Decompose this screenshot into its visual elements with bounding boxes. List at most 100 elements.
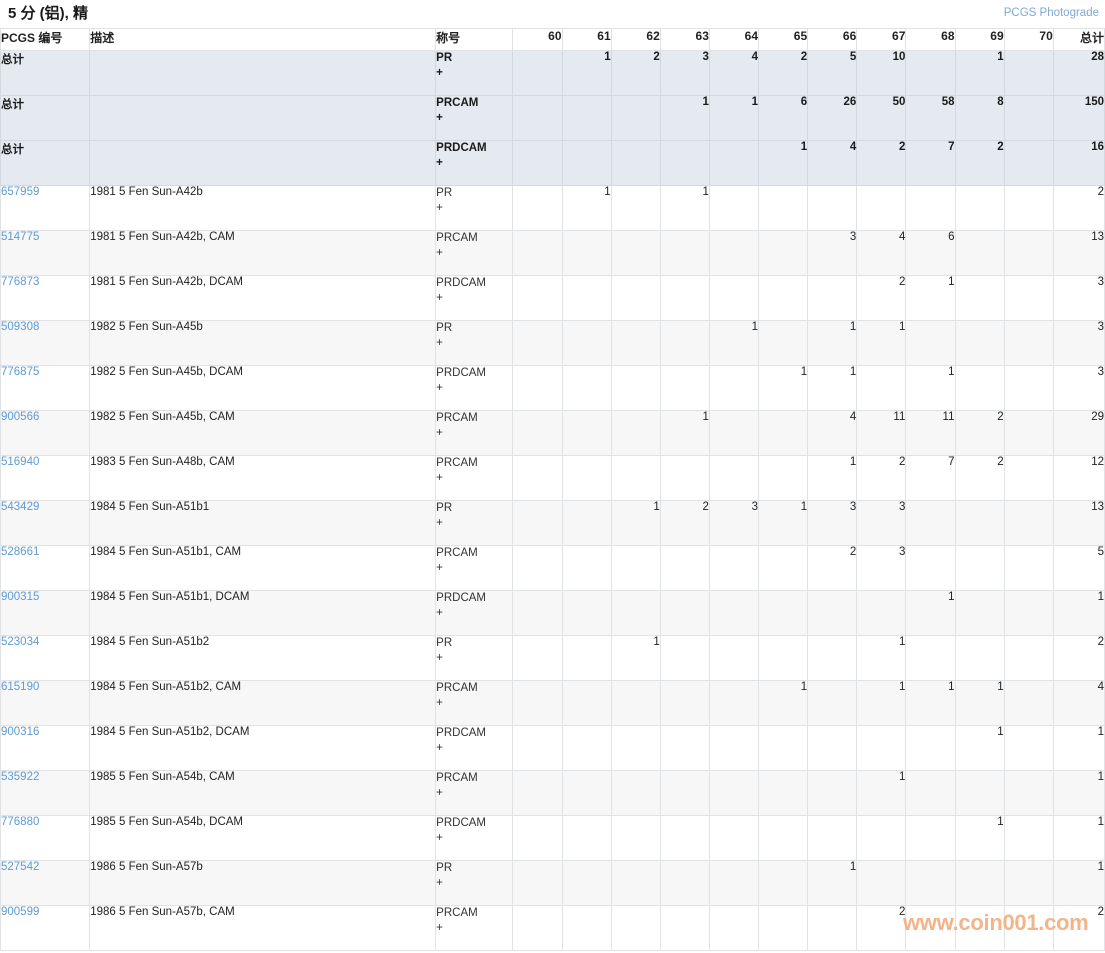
designation-plus: + [436, 652, 443, 664]
summary-grade-65-count: 6 [757, 95, 809, 141]
pcgs-number-link[interactable]: 509308 [1, 321, 40, 333]
pcgs-number-link[interactable]: 776875 [1, 366, 40, 378]
pcgs-number-link[interactable]: 514775 [1, 231, 40, 243]
row-grade-65-count [757, 635, 809, 681]
column-header-total[interactable]: 总计 [1052, 28, 1105, 51]
row-grade-69-count [954, 230, 1005, 276]
row-grade-61-count [561, 905, 612, 951]
row-grade-69-count [954, 770, 1005, 816]
column-header-description[interactable]: 描述 [89, 28, 437, 51]
row-grade-65-count [757, 320, 809, 366]
row-grade-64-count [708, 365, 760, 411]
pcgs-number-link[interactable]: 900566 [1, 411, 40, 423]
row-pcgs-number-cell: 516940 [0, 455, 91, 501]
pcgs-number-link[interactable]: 776880 [1, 816, 40, 828]
row-grade-69-count: 1 [954, 725, 1005, 771]
pcgs-number-link[interactable]: 900316 [1, 726, 40, 738]
summary-grade-60-count [512, 95, 563, 141]
pcgs-number-link[interactable]: 615190 [1, 681, 40, 693]
designation-plus: + [436, 697, 443, 709]
row-grade-65-count: 1 [757, 680, 809, 726]
row-grade-60-count [512, 770, 563, 816]
pcgs-number-link[interactable]: 528661 [1, 546, 40, 558]
summary-grade-63-count [659, 140, 710, 186]
table-row: 528661 1984 5 Fen Sun-A51b1, CAM PRCAM +2 3 5 [0, 545, 1105, 591]
table-row: 527542 1986 5 Fen Sun-A57b PR +1 1 [0, 860, 1105, 906]
pcgs-number-link[interactable]: 776873 [1, 276, 40, 288]
row-description: 1985 5 Fen Sun-A54b, CAM [89, 770, 437, 816]
row-grade-65-count: 1 [757, 365, 809, 411]
summary-grade-61-count: 1 [561, 50, 612, 96]
designation-plus: + [436, 337, 443, 349]
row-grade-70-count [1003, 590, 1054, 636]
population-report-table: PCGS 编号 描述 称号 60 61 62 63 64 65 66 67 68… [0, 28, 1105, 951]
pcgs-number-link[interactable]: 900599 [1, 906, 40, 918]
column-header-grade-70[interactable]: 70 [1003, 28, 1054, 51]
column-header-grade-64[interactable]: 64 [708, 28, 760, 51]
pcgs-number-link[interactable]: 543429 [1, 501, 40, 513]
column-header-grade-62[interactable]: 62 [610, 28, 661, 51]
designation-plus: + [436, 517, 443, 529]
table-row: 509308 1982 5 Fen Sun-A45b PR +1 1 1 3 [0, 320, 1105, 366]
row-grade-66-count: 3 [807, 500, 858, 546]
pcgs-number-link[interactable]: 657959 [1, 186, 40, 198]
designation-code: PR [436, 322, 453, 334]
pcgs-number-link[interactable]: 535922 [1, 771, 40, 783]
designation-code: PRDCAM [436, 592, 487, 604]
row-designation: PRCAM + [435, 455, 514, 501]
row-description: 1984 5 Fen Sun-A51b2, DCAM [89, 725, 437, 771]
row-grade-66-count: 1 [807, 365, 858, 411]
column-header-grade-63[interactable]: 63 [659, 28, 710, 51]
row-grade-60-count [512, 590, 563, 636]
row-designation: PRDCAM + [435, 725, 514, 771]
row-grade-66-count: 4 [807, 410, 858, 456]
row-grade-60-count [512, 635, 563, 681]
column-header-grade-69[interactable]: 69 [954, 28, 1005, 51]
row-grade-69-count [954, 500, 1005, 546]
row-grade-60-count [512, 680, 563, 726]
summary-grade-65-count: 1 [757, 140, 809, 186]
column-header-pcgs-number[interactable]: PCGS 编号 [0, 28, 91, 51]
summary-grade-60-count [512, 140, 563, 186]
row-grade-64-count [708, 410, 760, 456]
row-grade-63-count [659, 725, 710, 771]
row-grade-65-count [757, 230, 809, 276]
row-grade-62-count [610, 365, 661, 411]
row-grade-68-count: 1 [905, 365, 956, 411]
column-header-grade-66[interactable]: 66 [807, 28, 858, 51]
pcgs-number-link[interactable]: 523034 [1, 636, 40, 648]
column-header-grade-65[interactable]: 65 [757, 28, 809, 51]
designation-plus: + [436, 67, 443, 79]
row-grade-66-count [807, 725, 858, 771]
pcgs-photograde-link[interactable]: PCGS Photograde [1003, 7, 1099, 19]
row-pcgs-number-cell: 776875 [0, 365, 91, 411]
table-row: 900566 1982 5 Fen Sun-A45b, CAM PRCAM +1 4 11… [0, 410, 1105, 456]
pcgs-number-link[interactable]: 527542 [1, 861, 40, 873]
row-grade-68-count [905, 770, 956, 816]
row-grade-63-count [659, 770, 710, 816]
pcgs-number-link[interactable]: 516940 [1, 456, 40, 468]
row-pcgs-number-cell: 543429 [0, 500, 91, 546]
summary-row: 总计 PR +1 2 3 4 2 5 10 1 28 [0, 50, 1105, 96]
row-grade-65-count [757, 725, 809, 771]
designation-plus: + [436, 787, 443, 799]
column-header-designation[interactable]: 称号 [435, 28, 514, 51]
row-total: 5 [1052, 545, 1105, 591]
row-grade-62-count [610, 590, 661, 636]
row-total: 2 [1052, 635, 1105, 681]
pcgs-number-link[interactable]: 900315 [1, 591, 40, 603]
summary-total: 150 [1052, 95, 1105, 141]
row-grade-60-count [512, 185, 563, 231]
column-header-grade-68[interactable]: 68 [905, 28, 956, 51]
row-pcgs-number-cell: 509308 [0, 320, 91, 366]
column-header-grade-61[interactable]: 61 [561, 28, 612, 51]
row-grade-60-count [512, 230, 563, 276]
row-grade-60-count [512, 275, 563, 321]
column-header-grade-67[interactable]: 67 [856, 28, 907, 51]
row-total: 3 [1052, 275, 1105, 321]
designation-code: PRCAM [436, 232, 478, 244]
column-header-grade-60[interactable]: 60 [512, 28, 563, 51]
row-grade-61-count [561, 860, 612, 906]
row-grade-67-count: 3 [856, 545, 907, 591]
row-grade-65-count [757, 545, 809, 591]
